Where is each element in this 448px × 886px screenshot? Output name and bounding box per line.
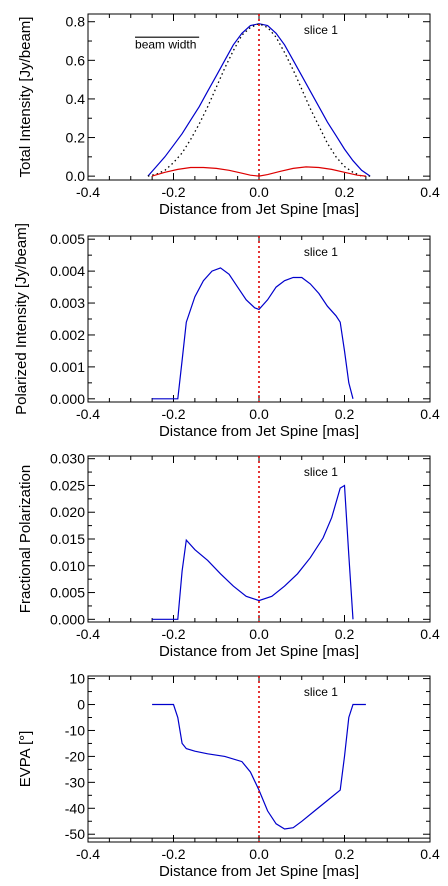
series-line-2 [147, 22, 371, 177]
x-axis-label: Distance from Jet Spine [mas] [159, 643, 359, 660]
x-tick-label: -0.2 [161, 846, 185, 862]
x-tick-label: 0.2 [335, 846, 355, 862]
chart-panel-1: -0.4 -0.2 0.0 0.2 0.4 0.0 0.2 0.4 0.6 0.8 Distance… [17, 13, 440, 218]
y-tick-label: 0.005 [50, 585, 85, 601]
x-tick-label: 0.0 [249, 184, 269, 200]
beam-width-label: beam width [135, 38, 196, 52]
y-tick-label: 0.005 [50, 231, 85, 247]
y-tick-label: -10 [65, 722, 85, 738]
x-tick-label: -0.2 [161, 406, 185, 422]
y-tick-label: -30 [65, 774, 85, 790]
x-tick-label: 0.4 [420, 184, 440, 200]
y-tick-label: -20 [65, 748, 85, 764]
y-tick-label: 0.010 [50, 558, 85, 574]
series-line-1 [147, 23, 371, 177]
series-line-1 [152, 267, 354, 400]
y-tick-label: 0.015 [50, 531, 85, 547]
y-tick-label: 0 [77, 697, 85, 713]
y-tick-label: 0.6 [66, 52, 86, 68]
y-tick-label: 0.000 [50, 391, 85, 407]
x-tick-label: 0.0 [249, 846, 269, 862]
y-tick-label: 0.0 [66, 168, 86, 184]
y-tick-label: 0.002 [50, 327, 85, 343]
y-tick-label: 0.2 [66, 130, 86, 146]
y-axis-label: EVPA [°] [17, 731, 34, 788]
slice-label: slice 1 [304, 245, 338, 259]
slice-label: slice 1 [304, 685, 338, 699]
x-tick-label: -0.4 [76, 626, 100, 642]
chart-panel-2: -0.4 -0.2 0.0 0.2 0.4 0.000 0.001 0.002 0.003 0.0… [13, 223, 440, 440]
series-line-3 [151, 166, 366, 177]
x-axis-label: Distance from Jet Spine [mas] [159, 423, 359, 440]
y-tick-label: 0.001 [50, 359, 85, 375]
slice-label: slice 1 [304, 465, 338, 479]
x-tick-label: 0.2 [335, 626, 355, 642]
series-line-1 [152, 703, 366, 830]
x-tick-label: 0.4 [420, 406, 440, 422]
y-tick-label: 0.000 [50, 611, 85, 627]
y-tick-label: 0.004 [50, 263, 85, 279]
x-axis-label: Distance from Jet Spine [mas] [159, 863, 359, 880]
x-tick-label: 0.0 [249, 406, 269, 422]
chart-panel-3: -0.4 -0.2 0.0 0.2 0.4 0.000 0.005 0.010 0.015 0.0… [17, 451, 440, 660]
y-tick-label: 0.003 [50, 295, 85, 311]
y-tick-label: 0.025 [50, 477, 85, 493]
y-tick-label: -50 [65, 826, 85, 842]
x-tick-label: -0.4 [76, 184, 100, 200]
y-tick-label: 0.8 [66, 14, 86, 30]
x-axis-label: Distance from Jet Spine [mas] [159, 201, 359, 218]
x-tick-label: 0.2 [335, 184, 355, 200]
x-tick-label: 0.0 [249, 626, 269, 642]
chart-panel-4: -0.4 -0.2 0.0 0.2 0.4 10 0 -10 -20 -30 -40 -50 Dista… [17, 671, 440, 880]
x-tick-label: 0.4 [420, 626, 440, 642]
y-axis-label: Polarized Intensity [Jy/beam] [13, 223, 30, 415]
y-tick-label: -40 [65, 800, 85, 816]
x-tick-label: -0.2 [161, 626, 185, 642]
series-line-1 [152, 484, 354, 620]
y-tick-label: 0.030 [50, 451, 85, 467]
x-tick-label: -0.4 [76, 846, 100, 862]
y-tick-label: 0.020 [50, 504, 85, 520]
x-tick-label: -0.4 [76, 406, 100, 422]
y-axis-label: Fractional Polarization [17, 465, 34, 613]
x-tick-label: -0.2 [161, 184, 185, 200]
x-tick-label: 0.2 [335, 406, 355, 422]
y-tick-label: 0.4 [66, 91, 86, 107]
x-tick-label: 0.4 [420, 846, 440, 862]
y-tick-label: 10 [69, 671, 85, 687]
y-axis-label: Total Intensity [Jy/beam] [17, 17, 34, 178]
slice-label: slice 1 [304, 23, 338, 37]
